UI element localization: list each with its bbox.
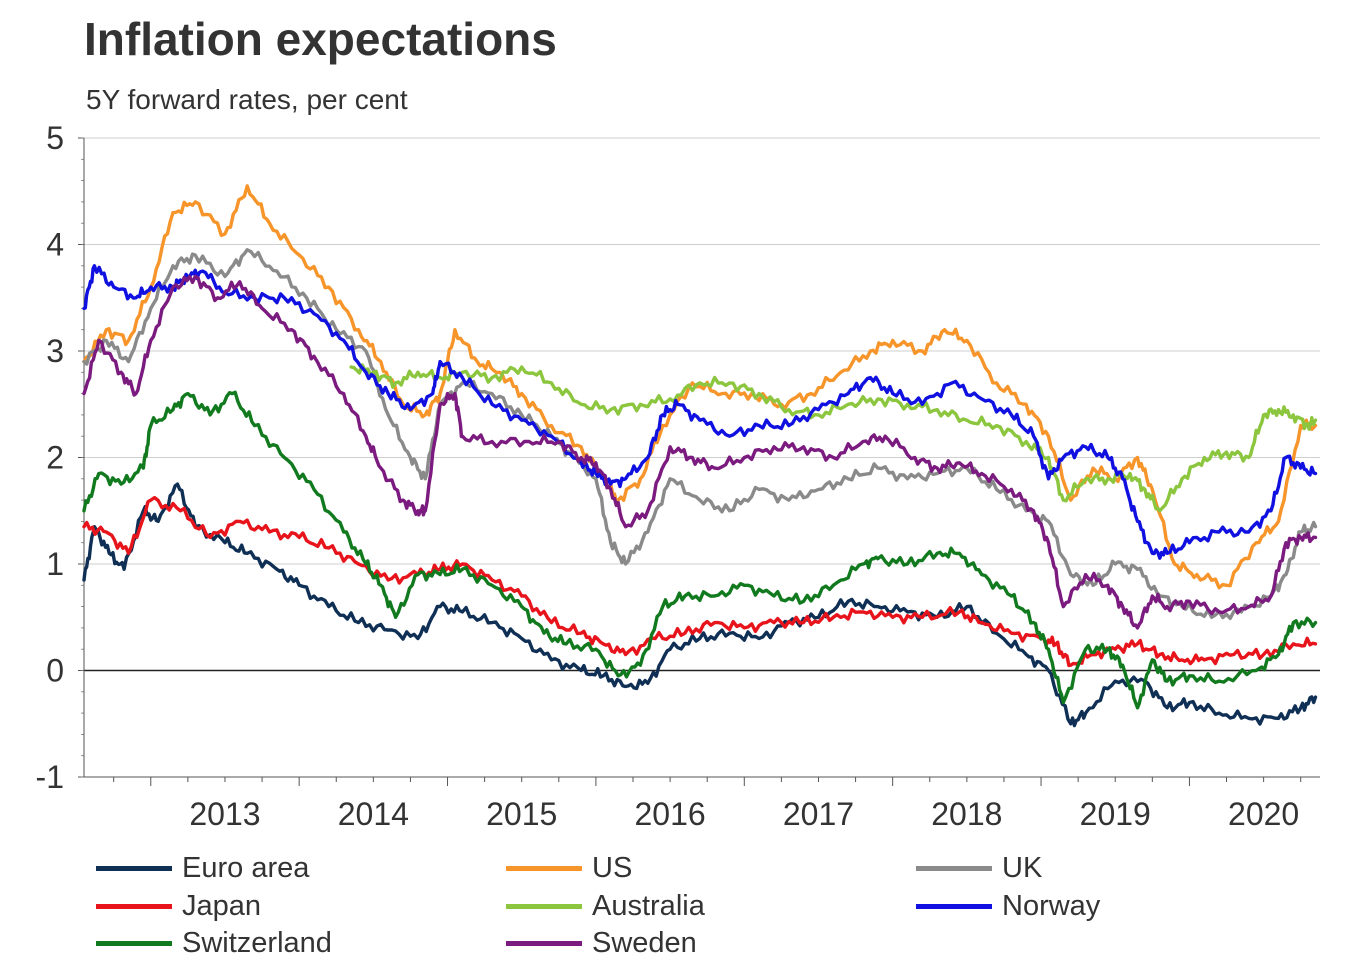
x-tick-label: 2013 (189, 796, 260, 832)
x-tick-label: 2020 (1228, 796, 1299, 832)
legend-swatch (96, 865, 172, 871)
series-line-norway (82, 264, 1318, 560)
legend-item-australia: Australia (506, 888, 705, 924)
legend-item-switzerland: Switzerland (96, 925, 332, 961)
y-tick-label: -1 (36, 759, 64, 795)
y-tick-label: 3 (46, 333, 64, 369)
legend-label: Australia (592, 889, 705, 922)
x-tick-label: 2015 (486, 796, 557, 832)
legend-item-uk: UK (916, 850, 1042, 886)
x-tick-label: 2019 (1080, 796, 1151, 832)
legend-swatch (506, 865, 582, 871)
legend-swatch (506, 903, 582, 909)
series-lines (82, 184, 1318, 728)
legend-swatch (96, 940, 172, 946)
legend-label: Sweden (592, 926, 697, 959)
legend-item-us: US (506, 850, 632, 886)
y-tick-label: 0 (46, 653, 64, 689)
legend-swatch (506, 940, 582, 946)
legend-swatch (96, 903, 172, 909)
legend-label: Switzerland (182, 926, 332, 959)
x-tick-label: 2016 (635, 796, 706, 832)
legend-item-euro-area: Euro area (96, 850, 309, 886)
legend: Euro area US UK Japan Australia Norway Switzer… (96, 850, 1326, 965)
y-tick-label: 5 (46, 120, 64, 156)
series-line-uk (82, 248, 1318, 621)
chart-title: Inflation expectations (84, 13, 557, 65)
chart-subtitle: 5Y forward rates, per cent (86, 84, 408, 115)
y-tick-label: 1 (46, 546, 64, 582)
legend-swatch (916, 865, 992, 871)
axes: -1 0 1 2 3 4 5 2013 2014 2015 2016 2017 2018 2019 2020 (36, 120, 1320, 832)
legend-label: US (592, 851, 633, 884)
legend-item-norway: Norway (916, 888, 1100, 924)
series-line-euro-area (82, 482, 1318, 728)
legend-item-sweden: Sweden (506, 925, 697, 961)
gridlines (84, 137, 1320, 778)
legend-label: Japan (182, 889, 262, 922)
x-tick-label: 2017 (783, 796, 854, 832)
series-line-sweden (82, 274, 1318, 630)
legend-item-japan: Japan (96, 888, 261, 924)
series-line-switzerland (82, 390, 1318, 710)
series-line-australia (349, 363, 1318, 513)
line-chart: -1 0 1 2 3 4 5 2013 2014 2015 2016 2017 2018 2019 2020 (36, 120, 1320, 832)
y-tick-label: 4 (46, 227, 64, 263)
legend-swatch (916, 903, 992, 909)
y-tick-label: 2 (46, 440, 64, 476)
legend-label: UK (1002, 851, 1043, 884)
x-tick-label: 2018 (931, 796, 1002, 832)
legend-label: Norway (1002, 889, 1101, 922)
legend-label: Euro area (182, 851, 310, 884)
series-line-japan (82, 495, 1318, 668)
x-tick-label: 2014 (338, 796, 409, 832)
